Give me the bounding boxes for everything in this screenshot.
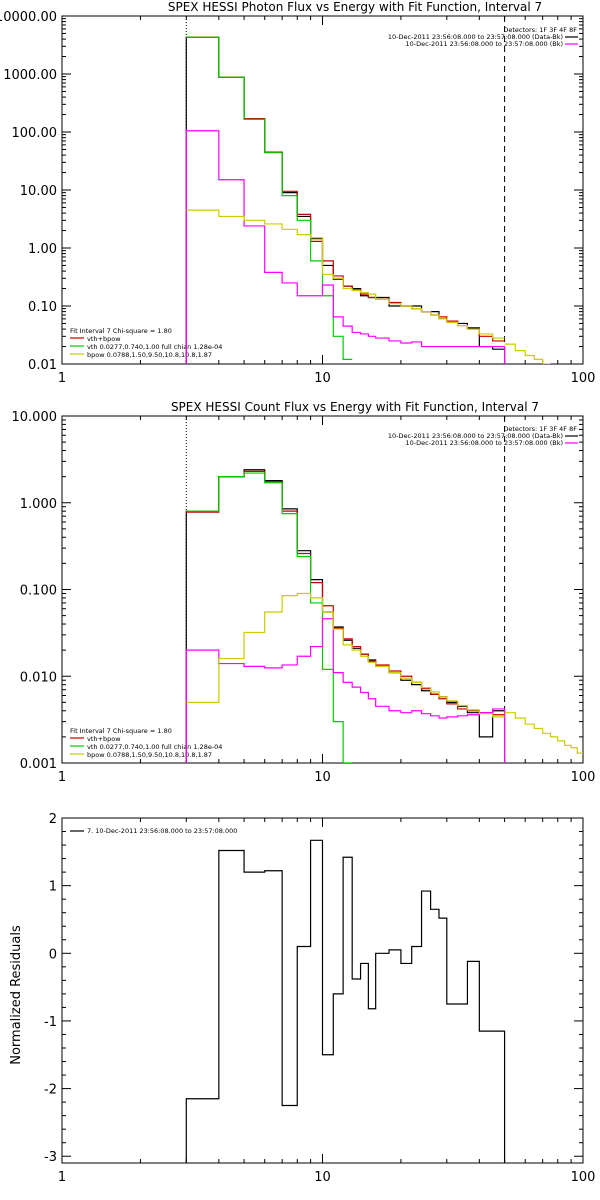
photon-legend-left: Fit Interval 7 Chi-square = 1.80 vth+bpo… [70, 327, 222, 359]
count-legend-vth: vth 0.0277,0.740,1.00 full chian 1.28e-0… [87, 743, 222, 751]
y-axis: 10000.00 1000.00 100.00 10.00 1.00 0.10 0.01 [0, 10, 583, 373]
x-axis: 1 10 100 [58, 16, 596, 386]
photon-flux-title: SPEX HESSI Photon Flux vs Energy with Fi… [168, 0, 542, 14]
count-detectors-label: Detectors: 1F 3F 4F 8F [503, 425, 577, 433]
x-tick-label: 100 [571, 770, 596, 785]
photon-legend-bk: 10-Dec-2011 23:56:08.000 to 23:57:08.000… [406, 40, 564, 48]
y-tick-label: -3 [44, 1150, 57, 1165]
y-axis: 2 1 0 -1 -2 -3 [44, 812, 583, 1165]
bpow-series-line [186, 592, 505, 718]
series-group [185, 36, 551, 364]
y-tick-label: 0.01 [28, 358, 57, 373]
count-legend-right: Detectors: 1F 3F 4F 8F 10-Dec-2011 23:56… [388, 425, 577, 447]
vth-series-line [186, 472, 353, 763]
data-series-line [185, 839, 506, 1163]
y-tick-label: 1000.00 [3, 68, 57, 83]
y-tick-label: 10.000 [12, 410, 58, 425]
residuals-ylabel: Normalized Residuals [9, 925, 24, 1065]
x-tick-label: 10 [314, 1170, 331, 1185]
y-tick-label: 0.100 [20, 584, 57, 599]
data-series-line [185, 469, 506, 763]
x-tick-label: 1 [58, 770, 66, 785]
y-tick-label: -2 [44, 1083, 57, 1098]
count-flux-title: SPEX HESSI Count Flux vs Energy with Fit… [171, 400, 539, 414]
x-tick-label: 1 [58, 371, 66, 386]
y-tick-label: -1 [44, 1015, 57, 1030]
x-tick-label: 100 [571, 371, 596, 386]
y-tick-label: 100.00 [12, 126, 58, 141]
photon-flux-panel: SPEX HESSI Photon Flux vs Energy with Fi… [0, 0, 595, 386]
photon-legend-vth: vth 0.0277,0.740,1.00 full chian 1.28e-0… [87, 343, 222, 351]
x-tick-label: 10 [314, 371, 331, 386]
photon-legend-vth-bpow: vth+bpow [87, 335, 121, 343]
count-legend-bk: 10-Dec-2011 23:56:08.000 to 23:57:08.000… [406, 439, 564, 447]
residuals-legend: 7. 10-Dec-2011 23:56:08.000 to 23:57:08.… [87, 827, 237, 835]
photon-legend-right: Detectors: 1F 3F 4F 8F 10-Dec-2011 23:56… [388, 26, 577, 48]
count-fit-interval-label: Fit Interval 7 Chi-square = 1.80 [70, 727, 172, 735]
count-legend-vth-bpow: vth+bpow [87, 735, 121, 743]
total_fit-series-line [186, 36, 505, 342]
count-flux-panel: SPEX HESSI Count Flux vs Energy with Fit… [12, 400, 596, 785]
vth-series-line [186, 36, 353, 361]
photon-legend-bpow: bpow 0.0788,1.50,9.50,10.8,10.8,1.87 [87, 351, 212, 359]
residuals-panel: Normalized Residuals 7. 10-Dec-2011 23:5… [9, 812, 595, 1185]
y-tick-label: 0.10 [28, 300, 57, 315]
bpow-series-line [186, 209, 505, 339]
x-tick-label: 1 [58, 1170, 66, 1185]
series-group [185, 839, 506, 1163]
bpow-series-line [504, 712, 583, 754]
x-tick-label: 100 [571, 1170, 596, 1185]
y-tick-label: 0 [49, 947, 57, 962]
count-legend-data-bk: 10-Dec-2011 23:56:08.000 to 23:57:08.000… [388, 432, 563, 440]
photon-detectors-label: Detectors: 1F 3F 4F 8F [503, 26, 577, 34]
y-tick-label: 0.010 [20, 670, 57, 685]
count-legend-bpow: bpow 0.0788,1.50,9.50,10.8,10.8,1.87 [87, 751, 212, 759]
y-tick-label: 1.00 [28, 242, 57, 257]
photon-legend-data-bk: 10-Dec-2011 23:56:08.000 to 23:57:08.000… [388, 33, 563, 41]
count-legend-left: Fit Interval 7 Chi-square = 1.80 vth+bpo… [70, 727, 222, 759]
series-group [185, 469, 583, 763]
background-series-line [185, 130, 506, 364]
y-tick-label: 1 [49, 880, 57, 895]
background-series-line [185, 618, 506, 763]
y-tick-label: 2 [49, 812, 57, 827]
total_fit-series-line [186, 470, 505, 716]
x-tick-label: 10 [314, 770, 331, 785]
bpow-series-line [504, 343, 551, 364]
x-axis: 1 10 100 [58, 818, 596, 1185]
photon-fit-interval-label: Fit Interval 7 Chi-square = 1.80 [70, 327, 172, 335]
y-tick-label: 10000.00 [0, 10, 57, 25]
data-series-line [185, 36, 506, 364]
y-axis: 10.000 1.000 0.100 0.010 0.001 [12, 410, 583, 772]
y-tick-label: 0.001 [20, 757, 57, 772]
y-tick-label: 1.000 [20, 497, 57, 512]
y-tick-label: 10.00 [20, 184, 57, 199]
residuals-interval-label: 7. 10-Dec-2011 23:56:08.000 to 23:57:08.… [87, 827, 237, 835]
